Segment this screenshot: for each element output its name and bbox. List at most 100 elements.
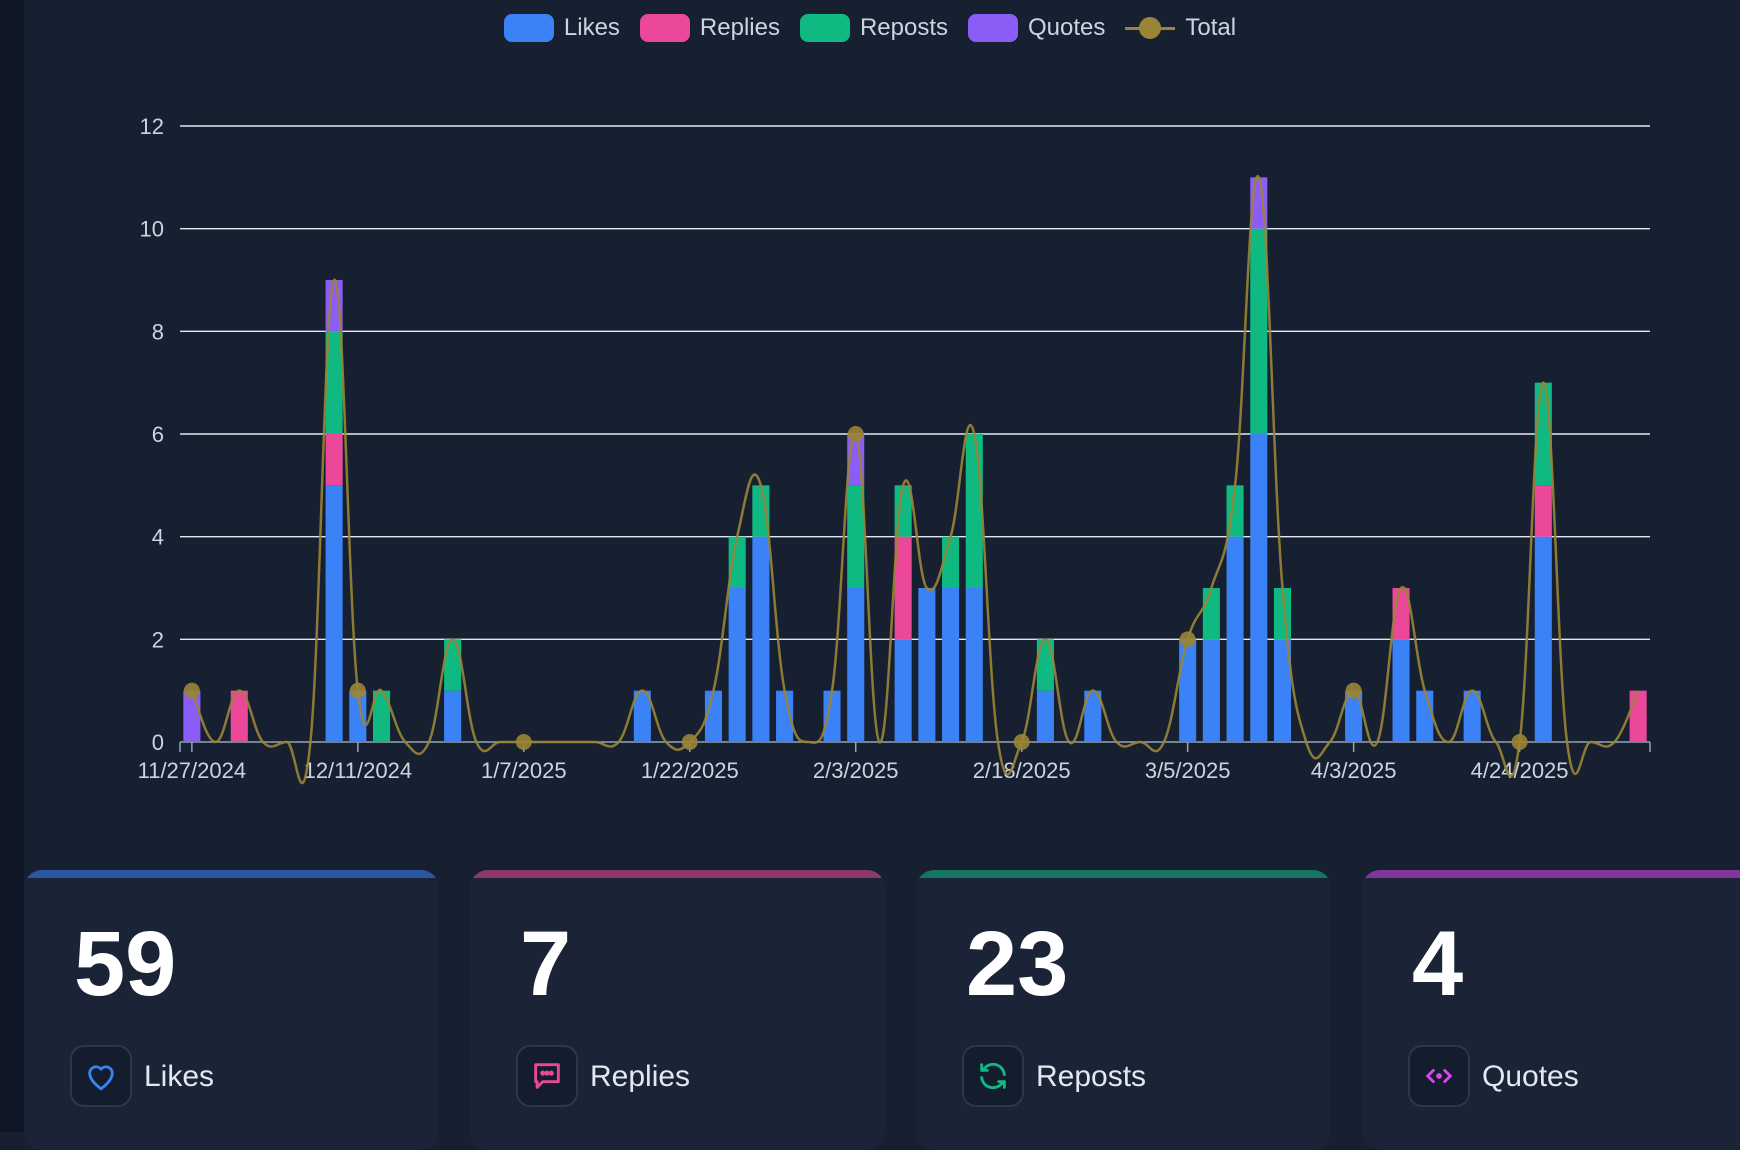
quotes-label: Quotes [1482,1060,1579,1093]
legend-label-quotes: Quotes [1028,14,1106,41]
bar-likes[interactable] [1534,536,1552,742]
bar-likes[interactable] [918,588,936,742]
bar-likes[interactable] [942,588,960,742]
bar-replies[interactable] [894,536,912,640]
bar-likes[interactable] [1463,690,1481,742]
bar-likes[interactable] [1084,690,1102,742]
y-tick-label: 2 [152,627,164,652]
y-tick-label: 6 [152,422,164,447]
total-point[interactable] [1511,734,1528,750]
bar-replies[interactable] [1534,485,1552,537]
chart-legend: Likes Replies Reposts Quotes Total [0,14,1740,42]
bar-likes[interactable] [728,588,746,742]
bar-reposts[interactable] [847,485,865,588]
bar-reposts[interactable] [1250,228,1268,434]
bar-reposts[interactable] [1036,639,1054,691]
stat-cards: 59 Likes 7 Replies 23 Reposts 4 Quotes [24,870,1740,1150]
legend-label-reposts: Reposts [859,14,949,41]
bar-replies[interactable] [1629,690,1647,742]
y-tick-label: 4 [152,525,164,550]
total-point[interactable] [1013,734,1030,750]
card-accent-bar [1362,870,1740,878]
total-point[interactable] [681,734,698,750]
bar-likes[interactable] [1179,639,1197,742]
bar-likes[interactable] [1202,639,1220,742]
bar-likes[interactable] [1392,639,1410,742]
bar-reposts[interactable] [728,536,746,588]
bar-likes[interactable] [325,485,343,742]
bar-likes[interactable] [752,536,770,742]
bar-likes[interactable] [965,588,983,742]
bar-likes[interactable] [823,690,841,742]
bar-reposts[interactable] [372,690,391,742]
bar-likes[interactable] [894,639,912,742]
bar-reposts[interactable] [752,485,770,537]
y-tick-label: 8 [152,319,164,344]
legend-swatch-replies [639,14,690,42]
legend-item-quotes[interactable]: Quotes [968,14,1105,42]
card-accent-bar [916,870,1331,878]
sidebar-edge [0,0,24,1132]
engagement-chart: 0 2 4 6 8 10 12 11/27/2024 12/11/2024 1/7/2025 1/2… [138,114,1651,785]
bar-reposts[interactable] [325,331,343,434]
bar-replies[interactable] [230,690,248,742]
total-point[interactable] [1345,682,1362,699]
quotes-count: 4 [1412,913,1464,1015]
card-accent-bar [24,870,439,878]
bar-likes[interactable] [776,690,794,742]
bar-reposts[interactable] [444,639,462,691]
bar-likes[interactable] [1345,690,1363,742]
legend-swatch-reposts [799,14,850,42]
legend-swatch-likes [503,14,554,42]
x-tick-label: 4/24/2025 [1471,758,1569,783]
stat-card-quotes: 4 Quotes [1362,870,1740,1150]
total-point[interactable] [349,682,366,699]
x-tick-label: 1/22/2025 [641,758,739,783]
bar-likes[interactable] [1250,434,1268,742]
bar-likes[interactable] [847,588,865,742]
replies-label: Replies [590,1060,691,1093]
bar-replies[interactable] [325,434,343,486]
card-accent-bar [470,870,885,878]
quote-icon [1408,1045,1470,1107]
legend-label-likes: Likes [563,14,620,41]
bar-likes[interactable] [1036,690,1054,742]
bar-reposts[interactable] [1202,588,1220,640]
total-point[interactable] [1179,631,1196,648]
total-point[interactable] [183,682,200,699]
likes-label: Likes [144,1060,215,1093]
repost-icon [962,1045,1024,1107]
bar-likes[interactable] [633,690,651,742]
x-tick-label: 2/18/2025 [973,758,1071,783]
x-tick-label: 2/3/2025 [813,758,899,783]
total-point[interactable] [515,734,532,750]
legend-item-total[interactable]: Total [1125,14,1236,42]
x-tick-label: 12/11/2024 [304,758,412,783]
bar-likes[interactable] [1226,536,1244,742]
legend-item-likes[interactable]: Likes [503,14,620,42]
bar-reposts[interactable] [965,434,983,588]
legend-item-replies[interactable]: Replies [639,14,780,42]
bar-likes[interactable] [444,690,462,742]
total-point[interactable] [847,426,864,442]
y-tick-label: 12 [140,114,164,139]
y-tick-label: 10 [140,217,164,242]
replies-count: 7 [520,913,572,1015]
bar-likes[interactable] [1273,639,1292,742]
reposts-count: 23 [966,913,1069,1015]
bar-likes[interactable] [1416,690,1434,742]
legend-swatch-total [1125,14,1176,42]
message-icon [516,1045,578,1107]
legend-item-reposts[interactable]: Reposts [799,14,949,42]
bar-likes[interactable] [349,690,367,742]
y-tick-label: 0 [152,730,164,755]
reposts-label: Reposts [1036,1060,1147,1093]
total-line [190,174,1640,785]
stat-card-likes: 59 Likes [24,870,439,1150]
legend-label-replies: Replies [699,14,780,41]
x-tick-label: 4/3/2025 [1311,758,1397,783]
x-tick-label: 3/5/2025 [1145,758,1231,783]
stat-card-replies: 7 Replies [470,870,885,1150]
stat-card-reposts: 23 Reposts [916,870,1331,1150]
legend-label-total: Total [1185,14,1237,41]
